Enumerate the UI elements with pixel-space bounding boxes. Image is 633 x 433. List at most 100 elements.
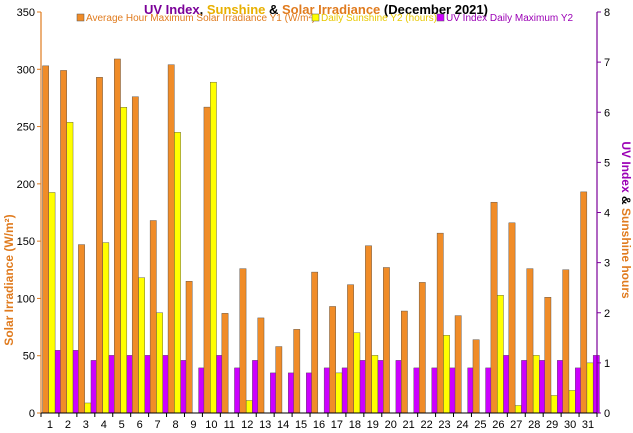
bar-solar-irradiance xyxy=(472,339,480,414)
bar-solar-irradiance xyxy=(96,77,103,414)
y-right-tick-label: 0 xyxy=(604,408,610,420)
bar-solar-irradiance xyxy=(544,297,552,414)
x-tick-label: 3 xyxy=(83,419,89,431)
y-right-tick-label: 1 xyxy=(604,358,610,370)
x-tick-label: 10 xyxy=(205,419,217,431)
bar-solar-irradiance xyxy=(221,313,229,414)
bar-solar-irradiance xyxy=(257,317,265,414)
bar-solar-irradiance xyxy=(383,267,390,414)
x-tick-label: 27 xyxy=(510,419,522,431)
bar-sunshine xyxy=(102,242,110,414)
x-tick-label: 7 xyxy=(155,419,161,431)
x-tick-label: 25 xyxy=(474,419,486,431)
bar-solar-irradiance xyxy=(401,310,408,414)
plot-bars xyxy=(42,58,600,414)
bar-sunshine xyxy=(550,395,558,414)
bar-sunshine xyxy=(586,362,594,414)
y-axis-left-title: Solar Irradiance (W/m²) xyxy=(2,214,16,345)
y-left-tick-label: 150 xyxy=(17,236,35,248)
x-tick-label: 14 xyxy=(277,419,289,431)
bar-sunshine xyxy=(443,335,450,414)
bar-sunshine xyxy=(514,405,522,414)
bar-sunshine xyxy=(66,122,74,414)
bar-solar-irradiance xyxy=(293,329,301,414)
chart-title-part: Sunshine xyxy=(207,2,266,17)
bar-solar-irradiance xyxy=(418,282,426,414)
y-axis-right-title-part: UV Index xyxy=(619,141,633,193)
bar-solar-irradiance xyxy=(185,281,193,414)
x-tick-label: 17 xyxy=(331,419,343,431)
x-tick-label: 29 xyxy=(546,419,558,431)
legend-label: UV Index Daily Maximum Y2 xyxy=(446,13,574,24)
bar-solar-irradiance xyxy=(347,284,354,414)
chart-title-part: (December 2021) xyxy=(380,2,488,17)
x-tick-label: 15 xyxy=(295,419,307,431)
bar-solar-irradiance xyxy=(311,271,319,414)
x-tick-label: 4 xyxy=(101,419,107,431)
x-tick-label: 13 xyxy=(259,419,271,431)
y-left-tick-label: 350 xyxy=(17,7,35,19)
y-axis-right-title: UV Index & Sunshine hours xyxy=(619,141,633,299)
bar-uv-index xyxy=(592,355,600,414)
bar-solar-irradiance xyxy=(131,96,139,414)
y-left-tick-label: 200 xyxy=(17,179,35,191)
legend-swatch xyxy=(76,13,85,22)
x-tick-label: 26 xyxy=(492,419,504,431)
bar-solar-irradiance xyxy=(436,232,444,414)
legend-swatch xyxy=(436,13,445,22)
bar-sunshine xyxy=(174,132,181,414)
bar-solar-irradiance xyxy=(239,268,247,414)
x-tick-label: 6 xyxy=(137,419,143,431)
bar-sunshine xyxy=(335,372,343,414)
x-tick-label: 18 xyxy=(349,419,361,431)
x-tick-label: 24 xyxy=(456,419,468,431)
x-tick-label: 30 xyxy=(564,419,576,431)
bar-sunshine xyxy=(120,107,128,414)
bar-sunshine xyxy=(532,355,540,414)
bar-solar-irradiance xyxy=(149,220,157,414)
y-left-tick-label: 100 xyxy=(17,293,35,305)
bar-sunshine xyxy=(496,295,504,414)
x-tick-label: 20 xyxy=(385,419,397,431)
bar-solar-irradiance xyxy=(580,191,588,414)
bar-sunshine xyxy=(138,277,145,414)
legend-label: Average Hour Maximum Solar Irradiance Y1… xyxy=(86,13,315,24)
bar-sunshine xyxy=(210,81,217,414)
x-tick-label: 12 xyxy=(241,419,253,431)
x-tick-label: 11 xyxy=(224,419,235,431)
x-tick-label: 16 xyxy=(313,419,325,431)
bar-solar-irradiance xyxy=(167,64,175,414)
legend: Average Hour Maximum Solar Irradiance Y1… xyxy=(76,13,574,24)
y-right-tick-label: 8 xyxy=(604,7,610,19)
x-tick-label: 8 xyxy=(172,419,178,431)
y-right-tick-label: 5 xyxy=(604,157,610,169)
bar-solar-irradiance xyxy=(203,106,211,414)
y-right-tick-label: 4 xyxy=(604,208,610,220)
x-tick-label: 1 xyxy=(47,419,53,431)
bar-sunshine xyxy=(371,355,379,414)
x-tick-label: 22 xyxy=(420,419,432,431)
x-tick-label: 31 xyxy=(582,419,594,431)
x-tick-label: 5 xyxy=(119,419,125,431)
x-tick-label: 9 xyxy=(190,419,196,431)
x-tick-label: 19 xyxy=(367,419,379,431)
x-tick-label: 28 xyxy=(528,419,540,431)
chart-title: UV Index, Sunshine & Solar Irradiance (D… xyxy=(144,2,488,17)
bar-solar-irradiance xyxy=(526,268,534,414)
bar-sunshine xyxy=(156,312,163,414)
y-left-tick-label: 50 xyxy=(23,351,35,363)
bar-solar-irradiance xyxy=(60,70,67,414)
bar-sunshine xyxy=(568,390,576,414)
chart-title-part: UV Index xyxy=(144,2,200,17)
y-left-tick-label: 0 xyxy=(29,408,35,420)
y-left-tick-label: 300 xyxy=(17,64,35,76)
legend-label: Daily Sunshine Y2 (hours) xyxy=(321,13,437,24)
bar-solar-irradiance xyxy=(78,244,85,414)
bar-sunshine xyxy=(353,332,361,414)
chart-title-part: & xyxy=(265,2,282,17)
bar-solar-irradiance xyxy=(562,269,570,414)
y-left-tick-label: 250 xyxy=(17,122,35,134)
y-right-tick-label: 3 xyxy=(604,258,610,270)
bar-solar-irradiance xyxy=(42,65,50,414)
bar-solar-irradiance xyxy=(114,58,121,414)
